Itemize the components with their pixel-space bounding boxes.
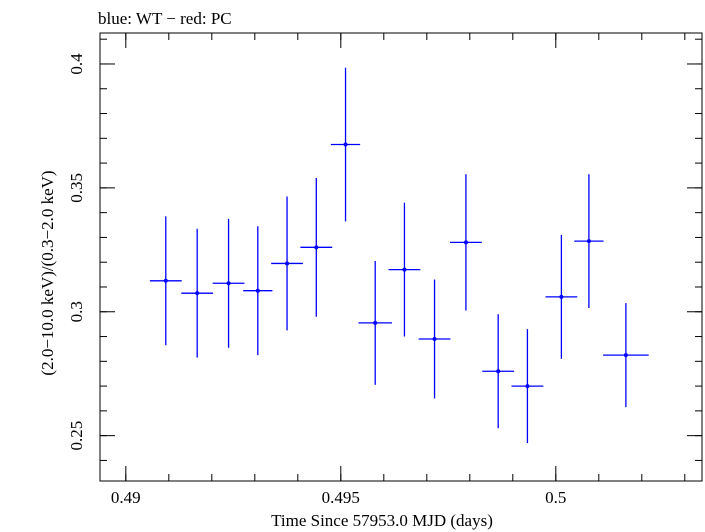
data-point [271,196,303,331]
point-marker [586,239,591,244]
x-tick-label: 0.495 [322,488,360,507]
point-marker [463,240,468,245]
y-tick-label: 0.35 [67,173,86,203]
point-marker [623,353,628,358]
data-point [181,228,214,358]
data-point [574,174,604,309]
y-tick-label: 0.4 [67,53,86,75]
x-tick-label: 0.5 [545,488,566,507]
data-point [511,329,544,444]
point-marker [255,288,260,293]
axis-tick-labels: 0.49 0.495 0.5 0.25 0.3 0.35 0.4 [67,53,566,507]
chart-title: blue: WT − red: PC [98,9,232,28]
point-marker [285,261,290,266]
data-point [482,314,515,429]
data-point [243,226,273,356]
point-marker [525,384,530,389]
data-point [300,177,333,317]
point-marker [559,294,564,299]
data-point [149,216,182,346]
x-tick-label: 0.49 [111,488,141,507]
data-point [330,67,361,222]
data-point [450,174,482,311]
data-point [388,202,421,337]
point-marker [373,320,378,325]
point-marker [343,142,348,147]
axis-ticks [100,33,702,481]
point-marker [402,267,407,272]
point-marker [314,245,319,250]
y-tick-label: 0.3 [67,301,86,322]
y-axis-label: (2.0−10.0 keV)/(0.3−2.0 keV) [38,170,57,375]
point-marker [432,337,437,342]
x-axis-label: Time Since 57953.0 MJD (days) [271,511,493,530]
data-series [149,67,649,444]
data-point [603,303,649,408]
point-marker [195,291,200,296]
y-tick-label: 0.25 [67,421,86,451]
data-point [418,279,451,399]
data-point [212,218,245,348]
point-marker [226,281,231,286]
plot-frame [99,32,703,482]
point-marker [163,278,168,283]
data-point [358,260,392,385]
data-point [545,234,578,359]
point-marker [496,369,501,374]
